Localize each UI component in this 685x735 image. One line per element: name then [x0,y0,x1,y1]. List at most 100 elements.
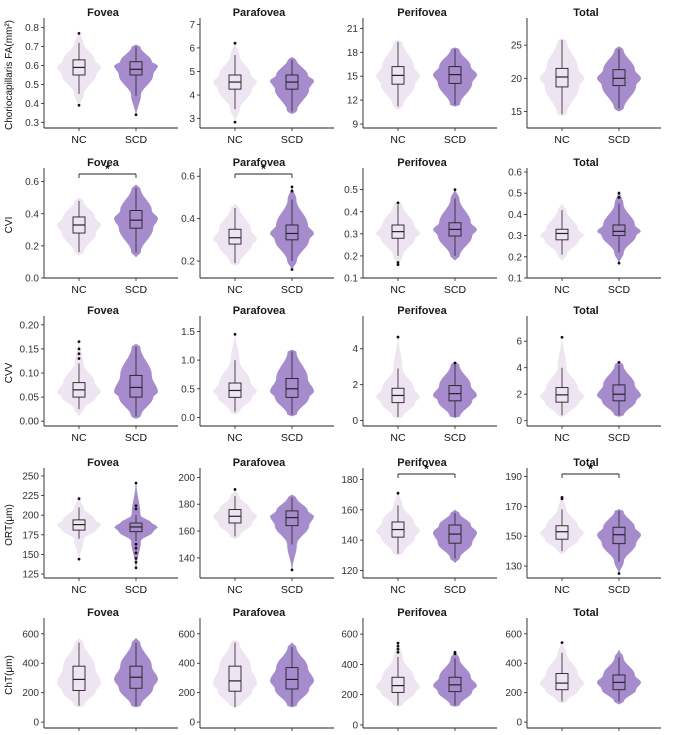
y-tick-label: 15 [511,107,523,118]
y-tick-label: 175 [22,530,39,541]
outlier-point [233,488,237,491]
y-axis-label: Choriocapillaris FA(mm²) [4,20,15,130]
y-tick-label: 3 [189,114,195,125]
panel-3-2: Perifovea 120 140 160 180 NC SCD * [341,457,497,596]
y-axis-label: CVV [4,362,15,383]
y-tick-label: 600 [341,630,358,641]
y-tick-label: 0.4 [508,210,522,221]
violin-scd [270,186,314,270]
outlier-point [560,495,564,499]
outlier-point [453,188,457,192]
y-tick-label: 600 [178,629,195,640]
y-tick-label: 180 [178,500,195,511]
x-tick-label-nc: NC [71,432,87,444]
y-tick-label: 190 [505,472,522,483]
violin-nc [376,200,420,265]
x-tick-label-scd: SCD [444,284,467,296]
box-scd [285,377,299,398]
panel-3-0: Fovea ORT(μm) 125 150 175 200 225 250 NC SCD [4,457,178,596]
outlier-point [77,347,81,351]
y-tick-label: 140 [341,536,358,547]
outlier-point [396,335,400,339]
y-tick-label: 400 [178,659,195,670]
y-tick-label: 0.6 [25,61,39,72]
y-tick-label: 0.1 [344,274,358,285]
violin-scd [597,650,641,705]
x-tick-label-scd: SCD [125,432,148,444]
y-tick-label: 0 [33,718,39,729]
box-nc [72,665,86,691]
x-tick-label-nc: NC [227,584,243,596]
outlier-point [560,641,564,645]
panel-title: Parafovea [233,457,286,469]
violin-scd [433,361,477,418]
significance-star: * [424,462,429,476]
violin-scd [597,46,641,112]
y-tick-label: 0.20 [20,320,40,331]
y-tick-label: 0.5 [181,384,195,395]
box-scd [129,374,143,398]
violin-scd [270,642,314,708]
box-scd [285,667,299,690]
y-tick-label: 200 [22,688,39,699]
outlier-point [233,332,237,336]
outlier-point [290,268,294,271]
x-tick-label-scd: SCD [608,432,631,444]
x-tick-label-scd: SCD [125,584,148,596]
y-tick-label: 125 [22,570,39,581]
x-tick-label-nc: NC [554,284,570,296]
y-tick-label: 20 [511,74,523,85]
violin-nc [213,639,257,708]
panel-title: Fovea [87,607,120,619]
panel-0-1: Parafovea 3 4 5 6 7 NC SCD [189,7,334,146]
x-tick-label-nc: NC [227,432,243,444]
y-tick-label: 600 [505,629,522,640]
y-tick-label: 200 [178,473,195,484]
y-tick-label: 160 [341,505,358,516]
box-scd [612,384,626,402]
violin-scd [433,189,477,261]
y-tick-label: 0.6 [25,177,39,188]
y-tick-label: 4 [516,363,522,374]
y-tick-label: 6 [189,43,195,54]
y-tick-label: 0.2 [25,241,39,252]
panel-title: Fovea [87,305,120,317]
y-tick-label: 0 [189,718,195,729]
y-tick-label: 170 [505,502,522,513]
y-tick-label: 200 [505,688,522,699]
outlier-point [290,568,294,572]
y-tick-label: 200 [22,511,39,522]
y-tick-label: 0.10 [20,369,40,380]
panel-title: Total [573,305,598,317]
outlier-point [77,497,81,501]
outlier-point [396,641,400,645]
y-tick-label: 0.2 [181,257,195,268]
outlier-point [396,263,400,267]
outlier-point [233,41,237,45]
outlier-point [453,361,457,365]
y-axis-label: ChT(μm) [4,655,15,695]
outlier-point [77,340,81,344]
panel-0-2: Perifovea 9 12 15 18 21 NC SCD [347,7,497,146]
panel-4-2: Perifovea0200400600NCSCD [341,607,497,735]
x-tick-label-scd: SCD [444,584,467,596]
box-nc [391,676,405,693]
outlier-point [77,31,81,35]
violin-scd [114,638,158,708]
y-tick-label: 5 [189,67,195,78]
panel-1-1: Parafovea 0.2 0.4 0.6 NC SCD * [181,157,334,296]
panel-title: Perifovea [397,157,447,169]
violin-scd [433,651,477,707]
box-nc [228,228,242,245]
x-tick-label-nc: NC [390,134,406,146]
outlier-point [77,357,81,360]
y-tick-label: 0.4 [344,207,358,218]
x-tick-label-scd: SCD [608,284,631,296]
y-tick-label: 0.0 [25,274,39,285]
panel-title: Total [573,157,598,169]
violin-scd [114,483,158,568]
panel-title: Fovea [87,7,120,19]
outlier-point [134,542,138,546]
y-tick-label: 0.8 [25,23,39,34]
